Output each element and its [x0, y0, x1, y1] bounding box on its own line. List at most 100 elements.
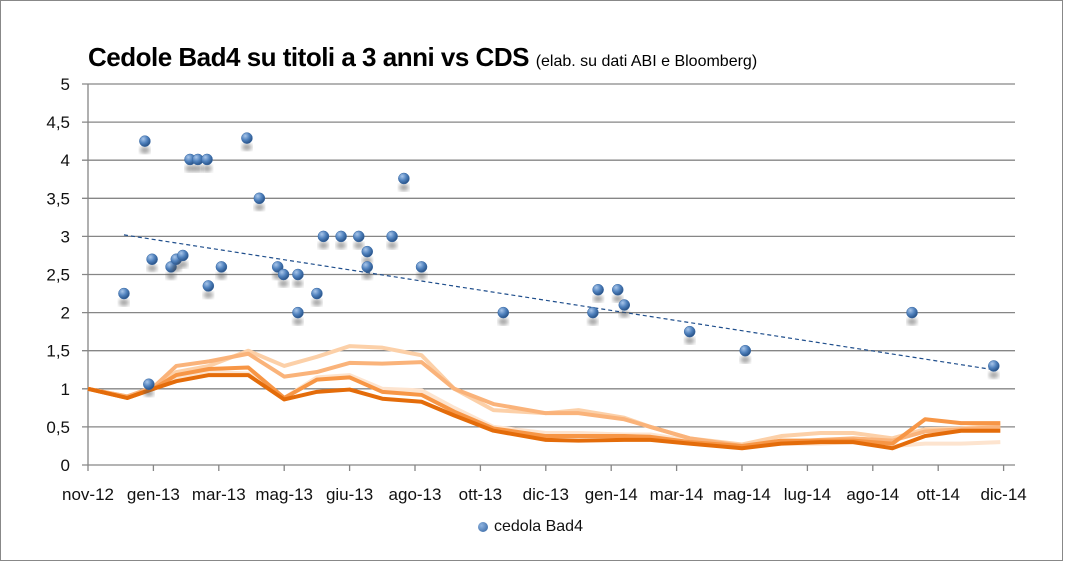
scatter-point: [277, 268, 290, 281]
point-shadow: [311, 299, 322, 307]
point-shadow: [202, 164, 213, 172]
x-tick-label: mar-14: [650, 485, 704, 504]
scatter-point: [271, 261, 284, 273]
scatter-point: [292, 268, 304, 281]
scatter-point: [611, 283, 624, 296]
point-shadow: [292, 280, 303, 287]
point-shadow: [362, 272, 373, 280]
scatter-point: [143, 378, 155, 390]
point-shadow: [336, 241, 347, 249]
scatter-point: [353, 230, 365, 243]
point-shadow: [203, 291, 214, 299]
scatter-point: [311, 287, 323, 300]
y-tick-label: 5: [61, 75, 70, 94]
point-shadow: [143, 389, 154, 397]
point-shadow: [139, 146, 150, 154]
cds-line: [87, 351, 1001, 448]
x-tick-label: nov-12: [62, 485, 114, 504]
point-shadow: [988, 371, 999, 379]
y-tick-label: 1: [61, 380, 70, 399]
x-tick-label: ott-13: [459, 485, 502, 504]
y-tick-label: 0: [61, 456, 70, 475]
scatter-point: [335, 230, 347, 243]
point-shadow: [387, 241, 398, 249]
point-shadow: [318, 241, 329, 249]
chart-subtitle: (elab. su dati ABI e Bloomberg): [535, 53, 758, 70]
point-shadow: [353, 241, 364, 249]
legend-marker-icon: [478, 522, 488, 532]
scatter-point: [683, 325, 696, 338]
scatter-point: [202, 280, 215, 292]
point-shadow: [166, 272, 177, 280]
scatter-point: [177, 249, 189, 262]
scatter-point: [618, 299, 631, 311]
scatter-point: [497, 306, 510, 319]
x-tick-label: lug-14: [784, 485, 831, 504]
scatter-point: [361, 261, 374, 273]
scatter-point: [739, 344, 752, 357]
point-shadow: [398, 183, 409, 191]
point-shadow: [185, 164, 196, 172]
x-tick-label: ott-14: [916, 485, 959, 504]
y-tick-label: 4: [61, 151, 70, 170]
scatter-point: [241, 132, 253, 144]
cds-line: [87, 344, 1001, 447]
point-shadow: [292, 318, 303, 326]
chart-title: Cedole Bad4 su titoli a 3 anni vs CDS (e…: [88, 42, 757, 73]
y-tick-label: 4,5: [46, 113, 70, 132]
point-shadow: [278, 280, 289, 287]
scatter-point: [317, 230, 330, 243]
scatter-point: [386, 230, 398, 243]
y-tick-label: 1,5: [46, 342, 70, 361]
x-tick-label: mag-13: [255, 485, 313, 504]
scatter-point: [988, 360, 1000, 372]
y-tick-label: 2,5: [46, 266, 70, 285]
scatter-point: [253, 192, 266, 205]
point-shadow: [216, 272, 227, 280]
scatter-point: [587, 306, 599, 319]
x-tick-label: dic-13: [523, 485, 569, 504]
scatter-point: [292, 306, 304, 319]
point-shadow: [254, 203, 265, 211]
point-shadow: [498, 318, 509, 326]
point-shadow: [241, 143, 252, 151]
point-shadow: [587, 318, 598, 326]
legend-label: cedola Bad4: [494, 518, 583, 535]
point-shadow: [118, 299, 129, 307]
point-shadow: [192, 164, 203, 172]
scatter-point: [215, 261, 228, 273]
chart-title-main: Cedole Bad4 su titoli a 3 anni vs CDS: [88, 42, 529, 72]
y-tick-label: 3: [61, 227, 70, 246]
scatter-point: [592, 283, 604, 296]
point-shadow: [740, 356, 751, 364]
x-tick-label: gen-14: [585, 485, 638, 504]
point-shadow: [593, 295, 604, 303]
scatter-point: [201, 153, 213, 166]
point-shadow: [619, 310, 630, 318]
y-tick-label: 0,5: [46, 418, 70, 437]
y-tick-label: 2: [61, 304, 70, 323]
scatter-point: [361, 245, 374, 258]
chart-legend: cedola Bad4: [478, 518, 583, 536]
point-shadow: [177, 260, 188, 268]
y-tick-label: 3,5: [46, 189, 70, 208]
cds-line: [87, 373, 1001, 451]
point-shadow: [907, 318, 918, 326]
point-shadow: [684, 337, 695, 345]
scatter-point: [118, 287, 130, 300]
scatter-point: [146, 253, 158, 266]
scatter-point: [398, 172, 410, 185]
scatter-point: [415, 261, 428, 273]
scatter-point: [906, 306, 918, 319]
x-tick-label: dic-14: [980, 485, 1026, 504]
x-tick-label: giu-13: [326, 485, 373, 504]
x-tick-label: ago-14: [846, 485, 899, 504]
scatter-point: [139, 135, 151, 147]
trend-line: [123, 234, 994, 371]
point-shadow: [416, 272, 427, 280]
x-tick-label: ago-13: [389, 485, 442, 504]
x-tick-label: mar-13: [192, 485, 246, 504]
x-tick-label: mag-14: [713, 485, 771, 504]
